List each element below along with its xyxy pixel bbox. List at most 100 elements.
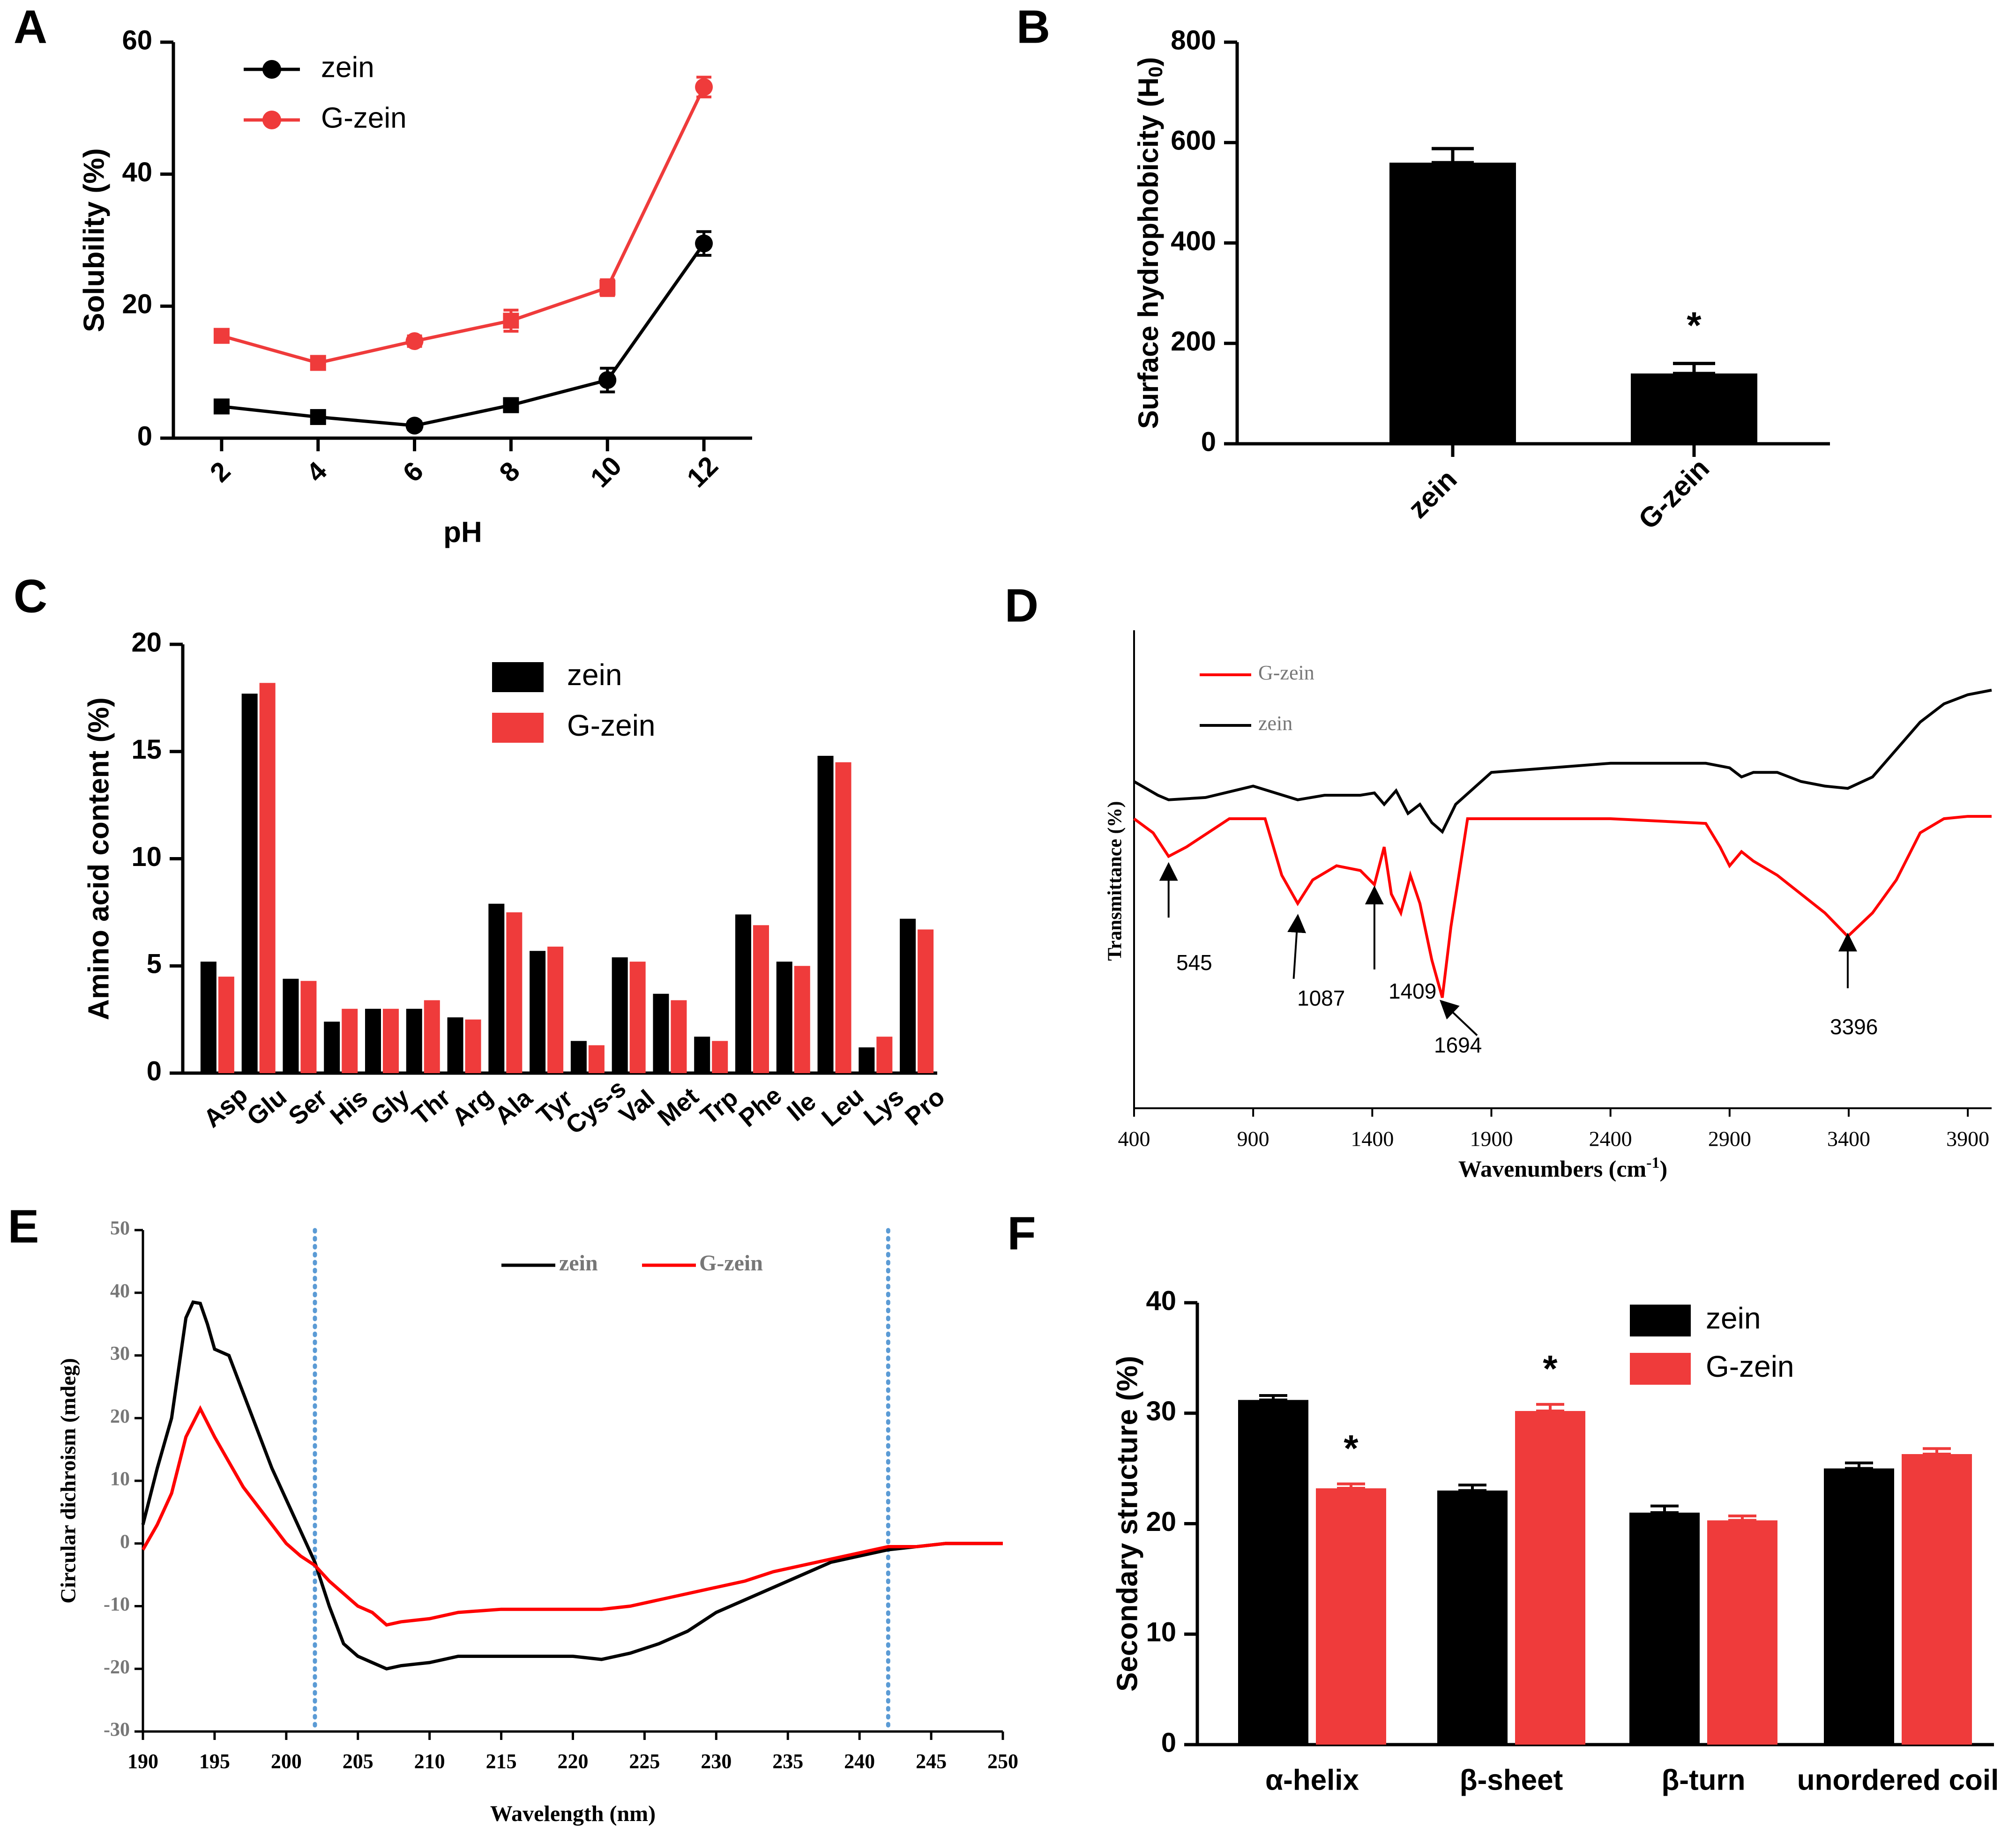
legend-label: G-zein	[321, 102, 407, 134]
y-tick-label: 10	[110, 1469, 130, 1490]
peak-label: 545	[1176, 950, 1212, 975]
bar-zein	[859, 1047, 875, 1073]
x-tick-label: Pro	[900, 1082, 950, 1131]
y-tick-label: 0	[1161, 1727, 1176, 1758]
x-tick-label: 6	[397, 456, 429, 488]
bar-zein	[365, 1008, 381, 1073]
y-tick-label: 60	[122, 25, 152, 55]
legend-swatch	[1630, 1305, 1691, 1336]
bar-g-zein	[383, 1008, 399, 1073]
x-tick-label: 215	[486, 1750, 517, 1773]
y-tick-label: 0	[1201, 426, 1216, 457]
peak-label: 1694	[1434, 1033, 1482, 1057]
x-tick-label: 225	[629, 1750, 660, 1773]
bar-g-zein	[671, 1000, 687, 1073]
legend-label: zein	[567, 658, 622, 692]
x-tick-label: 235	[772, 1750, 803, 1773]
bar-zein	[1437, 1490, 1508, 1745]
x-tick-label: Ala	[489, 1083, 538, 1131]
series-line	[221, 242, 705, 427]
legend-swatch	[492, 713, 544, 743]
x-tick-label: Glu	[242, 1082, 292, 1131]
legend: zein G-zein	[1630, 1301, 1794, 1385]
x-tick-label: 1900	[1470, 1127, 1513, 1151]
bar-zein	[900, 918, 916, 1073]
panel-label-d: D	[1005, 579, 1038, 632]
data-point	[503, 313, 519, 329]
bar-g-zein	[876, 1037, 893, 1073]
x-tick-label: unordered coil	[1797, 1764, 1999, 1796]
bar-g-zein	[547, 947, 564, 1073]
x-tick-label: 3900	[1946, 1127, 1989, 1151]
x-tick-label: α-helix	[1265, 1764, 1359, 1796]
x-tick-label: β-turn	[1661, 1764, 1745, 1796]
legend-label: zein	[321, 51, 374, 83]
bar-zein	[817, 755, 834, 1073]
bar	[1631, 373, 1757, 444]
y-tick-label: 10	[1146, 1617, 1176, 1648]
x-tick-label: Ile	[782, 1087, 821, 1127]
legend: zein G-zein	[492, 658, 656, 743]
data-point	[405, 417, 424, 435]
x-tick-label: 245	[916, 1750, 947, 1773]
legend-label: zein	[1258, 712, 1292, 735]
bar-zein	[488, 903, 505, 1073]
bar-g-zein	[424, 1000, 440, 1073]
data-point	[213, 328, 230, 344]
x-axis-title: pH	[443, 516, 482, 548]
y-tick-label: 200	[1171, 326, 1216, 357]
y-tick-label: 0	[120, 1531, 130, 1552]
x-axis-title: Wavenumbers (cm-1)	[1458, 1154, 1667, 1182]
y-tick-label: -30	[104, 1719, 130, 1741]
panel-label-c: C	[14, 570, 47, 622]
x-tick-label: 190	[127, 1750, 158, 1773]
bar-g-zein	[1316, 1488, 1386, 1745]
data-point	[695, 234, 713, 253]
bar-zein	[1629, 1512, 1700, 1745]
y-tick-label: 5	[147, 949, 162, 979]
data-point	[310, 355, 326, 371]
y-tick-label: 600	[1171, 126, 1216, 156]
chart-e: -30 -20 -10 0 10 20 30 40 50 190 195 200 205 210 215 22…	[56, 1218, 1018, 1826]
y-tick-label: 800	[1171, 25, 1216, 55]
x-tick-label: Lys	[859, 1082, 909, 1131]
x-tick-label: 195	[199, 1750, 230, 1773]
legend-swatch	[1630, 1353, 1691, 1385]
y-tick-label: -20	[104, 1657, 130, 1678]
bar-zein	[653, 993, 669, 1073]
peak-label: 3396	[1830, 1015, 1878, 1039]
bar-g-zein	[300, 981, 317, 1073]
y-tick-label: 40	[110, 1280, 130, 1302]
data-point	[695, 78, 713, 96]
x-tick-label: 4	[300, 456, 333, 488]
bar-zein	[283, 978, 299, 1073]
y-tick-label: 20	[131, 627, 162, 657]
bar-zein	[1824, 1468, 1894, 1745]
data-point	[405, 332, 424, 350]
significance-star: *	[1344, 1427, 1359, 1469]
bar-zein	[776, 962, 792, 1073]
series-line	[221, 86, 706, 365]
y-axis-title: Secondary structure (%)	[1111, 1356, 1143, 1692]
y-tick-label: 30	[1146, 1396, 1176, 1426]
y-tick-label: 20	[110, 1406, 130, 1427]
legend-label: zein	[1706, 1301, 1761, 1335]
bar	[1389, 163, 1516, 444]
y-tick-label: 20	[122, 289, 152, 320]
bar-g-zein	[1902, 1454, 1972, 1745]
x-tick-label: Phe	[733, 1081, 787, 1133]
bar-zein	[406, 1008, 422, 1073]
zein-spectrum	[1133, 688, 1992, 834]
bar-g-zein	[342, 1008, 358, 1073]
g-zein-spectrum	[1133, 815, 1992, 998]
x-tick-label: His	[325, 1083, 373, 1130]
data-point	[599, 279, 616, 296]
legend-label: G-zein	[1258, 661, 1314, 684]
y-tick-label: 0	[137, 421, 152, 451]
y-tick-label: 40	[122, 157, 152, 187]
bar-g-zein	[835, 762, 851, 1073]
bar-g-zein	[918, 929, 934, 1073]
legend: zein G-zein	[501, 1251, 763, 1276]
legend-marker	[262, 111, 281, 129]
